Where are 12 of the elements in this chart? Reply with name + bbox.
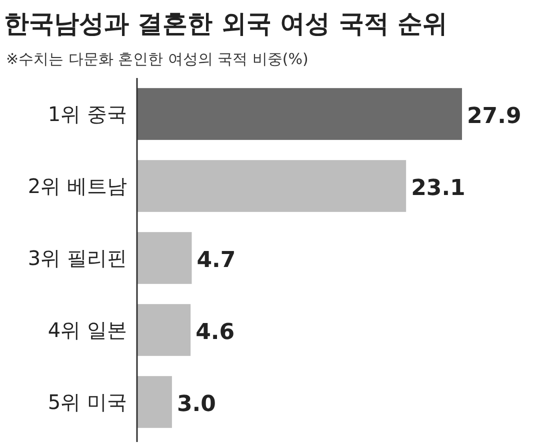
data-label: 27.9	[467, 104, 522, 129]
y-tick-label: 1위 중국	[48, 102, 127, 126]
data-label: 4.6	[196, 320, 235, 345]
y-tick-label: 2위 베트남	[28, 174, 127, 198]
data-label: 4.7	[196, 248, 236, 273]
subtitle: ※수치는 다문화 혼인한 여성의 국적 비중(%)	[6, 50, 308, 68]
y-tick-label: 3위 필리핀	[28, 246, 127, 270]
title: 한국남성과 결혼한 외국 여성 국적 순위	[4, 9, 448, 38]
y-tick-label: 5위 미국	[48, 390, 127, 414]
y-tick-label: 4위 일본	[48, 318, 127, 342]
data-label: 3.0	[176, 392, 216, 417]
data-label: 23.1	[411, 176, 466, 201]
